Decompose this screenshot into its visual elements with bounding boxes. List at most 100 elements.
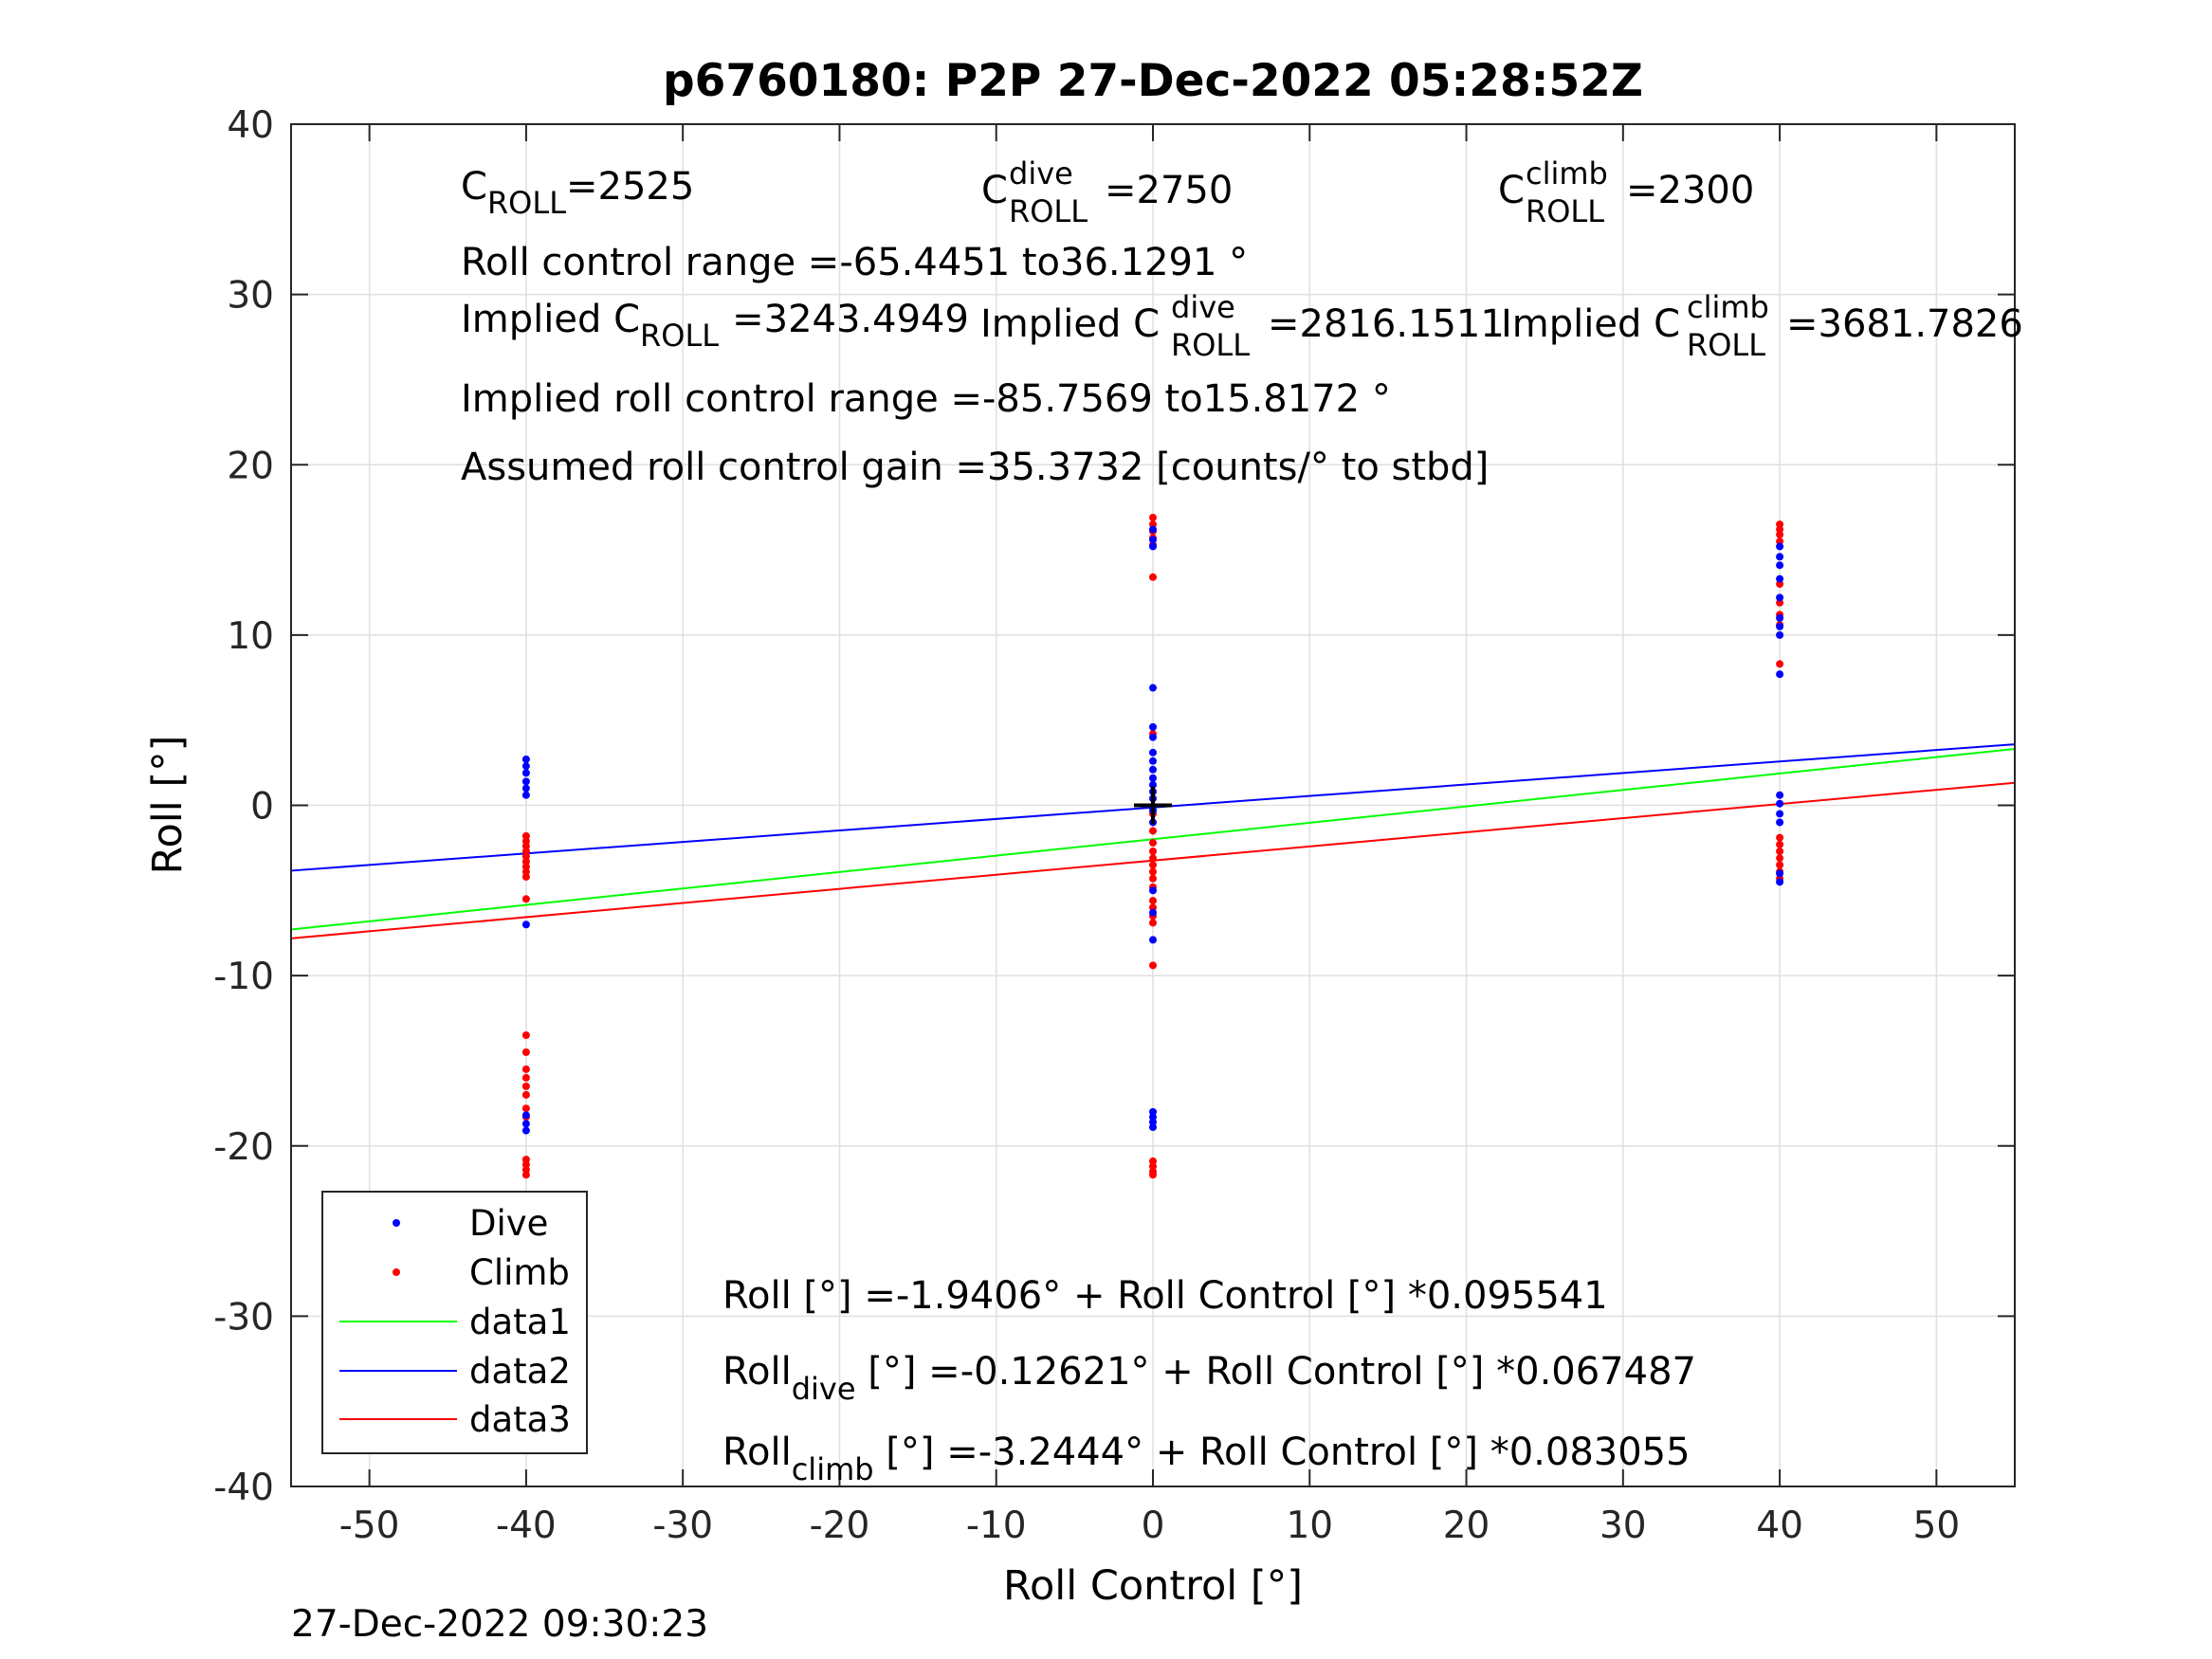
svg-text:ROLL: ROLL bbox=[1687, 327, 1765, 363]
legend-dive-marker bbox=[393, 1219, 400, 1227]
climb-point bbox=[1149, 861, 1157, 869]
dive-point bbox=[1149, 748, 1157, 757]
x-axis-label: Roll Control [°] bbox=[1003, 1562, 1303, 1610]
roll-control-range-annotation: Roll control range =-65.4451 to36.1291 ° bbox=[461, 241, 1248, 284]
y-tick-label: -40 bbox=[213, 1467, 274, 1509]
dive-point bbox=[521, 777, 530, 786]
fit-all-annotation: Roll [°] =-1.9406° + Roll Control [°] *0… bbox=[722, 1274, 1608, 1318]
svg-text:=2816.1511: =2816.1511 bbox=[1268, 302, 1505, 346]
dive-point bbox=[1776, 613, 1784, 622]
x-tick-label: 20 bbox=[1443, 1504, 1490, 1547]
x-tick-label: 50 bbox=[1913, 1504, 1961, 1547]
dive-point bbox=[521, 762, 530, 771]
y-tick-label: -10 bbox=[213, 956, 274, 998]
climb-point bbox=[1149, 919, 1157, 927]
dive-point bbox=[1776, 593, 1784, 602]
climb-point bbox=[521, 1030, 530, 1039]
dive-point bbox=[521, 769, 530, 777]
dive-point bbox=[521, 791, 530, 799]
x-tick-label: -50 bbox=[339, 1504, 400, 1547]
dive-point bbox=[1776, 810, 1784, 818]
dive-point bbox=[1149, 936, 1157, 944]
svg-text:C: C bbox=[1498, 169, 1525, 212]
climb-point bbox=[1149, 573, 1157, 581]
implied-c-roll-climb-annotation: Implied C climb ROLL =3681.7826 bbox=[1501, 289, 2023, 363]
climb-point bbox=[1776, 854, 1784, 863]
climb-point bbox=[1776, 660, 1784, 668]
dive-point bbox=[1149, 1122, 1157, 1131]
c-roll-dive-annotation: C dive ROLL =2750 bbox=[981, 155, 1233, 229]
svg-text:Implied C: Implied C bbox=[1501, 302, 1680, 346]
dive-point bbox=[1776, 630, 1784, 639]
climb-point bbox=[1149, 897, 1157, 905]
implied-c-roll-annotation: Implied CROLL =3243.4949 bbox=[461, 298, 969, 354]
dive-point bbox=[1776, 622, 1784, 630]
legend-data2-label: data2 bbox=[469, 1351, 571, 1392]
dive-point bbox=[1776, 878, 1784, 886]
dive-point bbox=[1776, 553, 1784, 561]
implied-range-annotation: Implied roll control range =-85.7569 to1… bbox=[461, 377, 1391, 421]
svg-text:climb: climb bbox=[1687, 289, 1769, 325]
dive-point bbox=[521, 756, 530, 764]
timestamp: 27-Dec-2022 09:30:23 bbox=[291, 1603, 708, 1646]
axis-ticks bbox=[291, 123, 2015, 1487]
climb-point bbox=[1776, 833, 1784, 842]
svg-text:C: C bbox=[981, 169, 1008, 212]
climb-point bbox=[1149, 827, 1157, 835]
climb-point bbox=[521, 1104, 530, 1113]
climb-point bbox=[521, 1171, 530, 1179]
y-axis-label: Roll [°] bbox=[144, 736, 192, 875]
dive-point bbox=[1149, 908, 1157, 917]
climb-point bbox=[1149, 867, 1157, 876]
x-tick-label: -10 bbox=[966, 1504, 1027, 1547]
chart-title: p6760180: P2P 27-Dec-2022 05:28:52Z bbox=[663, 55, 1643, 107]
c-roll-climb-annotation: C climb ROLL =2300 bbox=[1498, 155, 1754, 229]
dive-point bbox=[1149, 722, 1157, 731]
climb-point bbox=[521, 1048, 530, 1056]
dive-point bbox=[1149, 733, 1157, 741]
dive-point bbox=[521, 1120, 530, 1128]
legend: Dive Climb data1 data2 data3 bbox=[321, 1191, 588, 1454]
climb-point bbox=[1149, 961, 1157, 970]
y-tick-labels: -40 -30 -20 -10 0 10 20 30 40 bbox=[213, 104, 274, 1509]
climb-point bbox=[1149, 854, 1157, 863]
climb-point bbox=[1149, 847, 1157, 855]
climb-point bbox=[521, 1065, 530, 1073]
legend-climb-marker bbox=[393, 1268, 400, 1276]
svg-text:dive: dive bbox=[1171, 289, 1235, 325]
gain-annotation: Assumed roll control gain =35.3732 [coun… bbox=[461, 446, 1489, 489]
climb-point bbox=[521, 895, 530, 903]
dive-point bbox=[1149, 886, 1157, 895]
fit-climb-annotation: Rollclimb [°] =-3.2444° + Roll Control [… bbox=[722, 1431, 1691, 1487]
svg-text:=3681.7826: =3681.7826 bbox=[1786, 302, 2023, 346]
dive-point bbox=[1776, 818, 1784, 827]
dive-point bbox=[1149, 536, 1157, 544]
climb-point bbox=[1776, 847, 1784, 855]
climb-point bbox=[1149, 874, 1157, 883]
svg-text:ROLL: ROLL bbox=[1526, 193, 1604, 229]
x-tick-label: 40 bbox=[1756, 1504, 1803, 1547]
y-tick-label: -20 bbox=[213, 1126, 274, 1169]
y-tick-label: 20 bbox=[227, 445, 274, 487]
dive-point bbox=[521, 784, 530, 793]
dive-point bbox=[1776, 561, 1784, 570]
svg-text:=2300: =2300 bbox=[1626, 169, 1754, 212]
dive-point bbox=[1776, 574, 1784, 583]
legend-data3-label: data3 bbox=[469, 1399, 571, 1440]
mean-marker bbox=[1134, 786, 1172, 825]
y-tick-label: 30 bbox=[227, 275, 274, 318]
climb-point bbox=[521, 872, 530, 881]
climb-point bbox=[521, 1073, 530, 1082]
x-tick-label: 10 bbox=[1286, 1504, 1333, 1547]
svg-text:Implied C: Implied C bbox=[980, 302, 1160, 346]
y-tick-label: 40 bbox=[227, 104, 274, 147]
dive-point bbox=[1149, 684, 1157, 692]
svg-text:dive: dive bbox=[1009, 155, 1073, 191]
y-tick-label: 0 bbox=[250, 786, 274, 829]
implied-c-roll-dive-annotation: Implied C dive ROLL =2816.1511 bbox=[980, 289, 1505, 363]
climb-point bbox=[1776, 861, 1784, 869]
dive-point bbox=[1776, 791, 1784, 799]
legend-data1-label: data1 bbox=[469, 1302, 571, 1342]
climb-point bbox=[1149, 1171, 1157, 1179]
climb-point bbox=[1149, 513, 1157, 521]
